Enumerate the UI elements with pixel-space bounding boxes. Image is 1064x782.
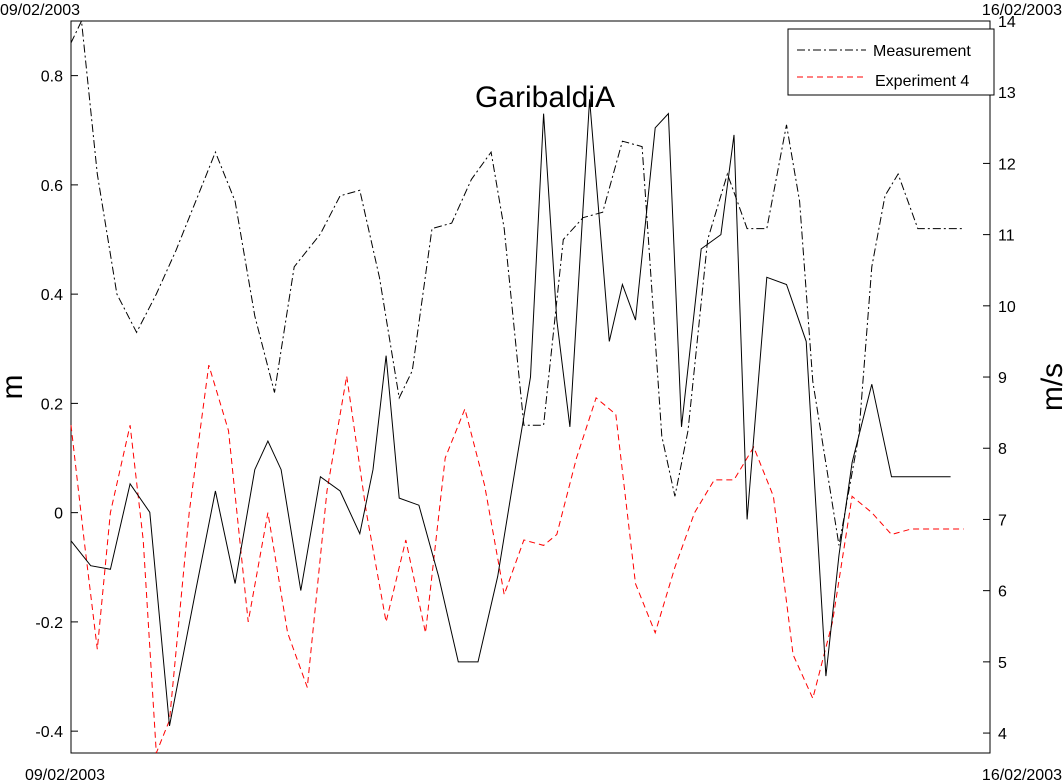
y-right-axis-title: m/s bbox=[1036, 363, 1064, 411]
y-right-tick-label: 4 bbox=[998, 726, 1007, 743]
y-right-tick-label: 8 bbox=[998, 441, 1007, 458]
chart-title: GaribaldiA bbox=[475, 81, 615, 114]
date-label-bottom-right: 16/02/2003 bbox=[982, 767, 1062, 782]
legend: Measurement Experiment 4 bbox=[787, 28, 995, 96]
y-right-tick-label: 10 bbox=[998, 299, 1016, 316]
y-left-tick-label: 0.4 bbox=[41, 287, 63, 304]
y-right-tick-label: 11 bbox=[998, 228, 1015, 245]
y-left-tick-label: 0.2 bbox=[41, 396, 63, 413]
series-line-measurement bbox=[70, 19, 964, 546]
y-left-tick-label: 0 bbox=[54, 506, 63, 523]
date-label-top-left: 09/02/2003 bbox=[0, 2, 80, 19]
series-layer bbox=[70, 19, 964, 754]
y-right-tick-label: 12 bbox=[998, 156, 1016, 173]
date-label-bottom-left: 09/02/2003 bbox=[25, 767, 105, 782]
series-line-speed-2 bbox=[70, 99, 951, 726]
y-left-tick-label: -0.4 bbox=[35, 724, 63, 741]
series-line-experiment-4 bbox=[70, 364, 964, 754]
y-right-tick-label: 6 bbox=[998, 584, 1007, 601]
y-left-tick-label: 0.8 bbox=[41, 69, 63, 86]
y-right-tick-label: 5 bbox=[998, 655, 1007, 672]
y-right-tick-label: 7 bbox=[998, 512, 1007, 529]
y-left-tick-label: -0.2 bbox=[35, 615, 63, 632]
y-right-tick-label: 13 bbox=[998, 85, 1016, 102]
legend-label-measurement: Measurement bbox=[873, 43, 971, 60]
y-right-tick-label: 9 bbox=[998, 370, 1007, 387]
y-right-tick-label: 14 bbox=[998, 14, 1016, 31]
legend-label-experiment: Experiment 4 bbox=[875, 73, 969, 90]
y-left-tick-label: 0.6 bbox=[41, 178, 63, 195]
right-axis-ticks: 4 5 6 7 8 9 10 11 12 13 14 bbox=[983, 14, 1016, 743]
plot-frame bbox=[70, 20, 991, 754]
left-axis-ticks: -0.4 -0.2 0 0.2 0.4 0.6 0.8 bbox=[35, 69, 78, 741]
date-label-top-right: 16/02/2003 bbox=[982, 2, 1062, 19]
legend-box bbox=[787, 28, 995, 96]
y-left-axis-title: m bbox=[0, 375, 29, 400]
